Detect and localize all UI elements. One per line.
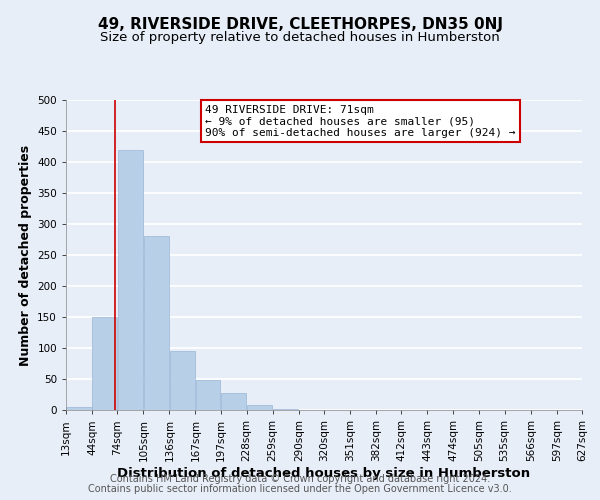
- Bar: [143, 236, 169, 410]
- Bar: [247, 405, 272, 410]
- Bar: [118, 150, 143, 410]
- Text: Size of property relative to detached houses in Humberston: Size of property relative to detached ho…: [100, 31, 500, 44]
- Text: 49, RIVERSIDE DRIVE, CLEETHORPES, DN35 0NJ: 49, RIVERSIDE DRIVE, CLEETHORPES, DN35 0…: [97, 18, 503, 32]
- Bar: [196, 380, 220, 410]
- Text: Contains public sector information licensed under the Open Government Licence v3: Contains public sector information licen…: [88, 484, 512, 494]
- Y-axis label: Number of detached properties: Number of detached properties: [19, 144, 32, 366]
- Bar: [92, 317, 117, 410]
- Bar: [67, 407, 92, 410]
- Text: 49 RIVERSIDE DRIVE: 71sqm
← 9% of detached houses are smaller (95)
90% of semi-d: 49 RIVERSIDE DRIVE: 71sqm ← 9% of detach…: [205, 104, 516, 138]
- Bar: [170, 351, 195, 410]
- Bar: [221, 392, 247, 410]
- Text: Contains HM Land Registry data © Crown copyright and database right 2024.: Contains HM Land Registry data © Crown c…: [110, 474, 490, 484]
- X-axis label: Distribution of detached houses by size in Humberston: Distribution of detached houses by size …: [118, 466, 530, 479]
- Bar: [273, 409, 298, 410]
